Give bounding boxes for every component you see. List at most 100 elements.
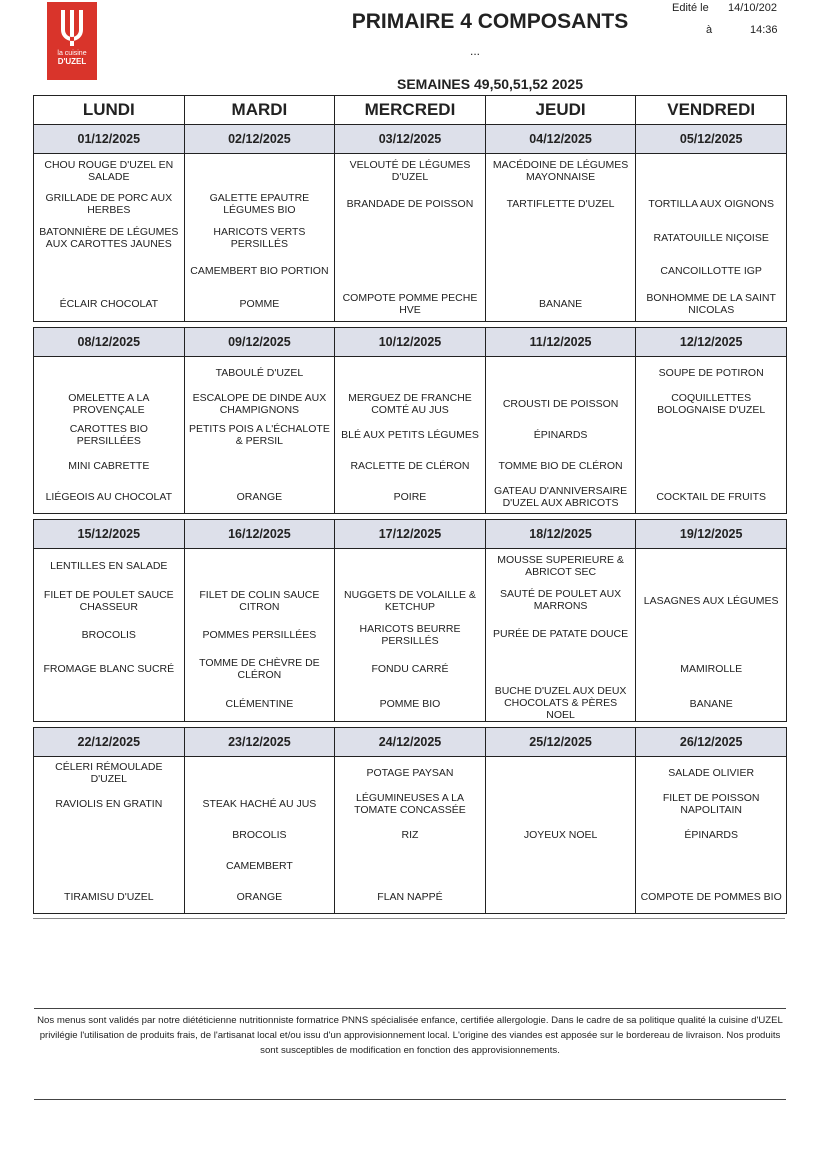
- date: 10/12/2025: [335, 328, 485, 357]
- menu-item: CAROTTES BIO PERSILLÉES: [69, 423, 148, 447]
- logo-text: D'UZEL: [57, 57, 87, 66]
- empty-slot: [636, 851, 786, 882]
- empty-slot: [335, 851, 485, 882]
- edited-time: 14:36: [750, 24, 778, 36]
- dots: ...: [470, 44, 481, 58]
- day-column: 23/12/2025 STEAK HACHÉ AU JUS BROCOLIS CAME…: [183, 728, 335, 913]
- date: 03/12/2025: [335, 125, 485, 154]
- menu-item: BATONNIÈRE DE LÉGUMES AUX CAROTTES JAUNE…: [39, 225, 179, 250]
- menu-item: POMMES PERSILLÉES: [202, 629, 317, 642]
- day-column: 17/12/2025 NUGGETS DE VOLAILLE & KETCHUP H…: [334, 520, 485, 721]
- menu-item: LENTILLES EN SALADE: [50, 560, 168, 573]
- menu-item: CROUSTI DE POISSON: [502, 397, 619, 410]
- day-name: MARDI: [183, 96, 335, 124]
- menu-item: FROMAGE BLANC SUCRÉ: [43, 663, 175, 676]
- menu-item: FILET DE POULET SAUCE CHASSEUR: [43, 588, 174, 613]
- menu-item: POMME BIO: [379, 697, 441, 710]
- menu-item: CAMEMBERT: [225, 860, 293, 873]
- menu-item: CAMEMBERT BIO PORTION: [190, 264, 329, 277]
- empty-slot: [34, 819, 184, 850]
- date: 25/12/2025: [485, 728, 636, 757]
- menu-item: FILET DE POISSON NAPOLITAIN: [662, 791, 760, 816]
- menu-item: TOMME DE CHÈVRE DE CLÉRON: [199, 657, 320, 682]
- day-column: 01/12/2025 CHOU ROUGE D'UZEL EN SALADE GRI…: [34, 125, 184, 321]
- day-name: JEUDI: [484, 96, 636, 124]
- week-block: 22/12/2025 CÉLERI RÉMOULADE D'UZEL RAVIOLI…: [33, 727, 787, 914]
- menu-item: TABOULÉ D'UZEL: [215, 366, 304, 379]
- subtitle: SEMAINES 49,50,51,52 2025: [396, 76, 583, 92]
- day-column: 16/12/2025 FILET DE COLIN SAUCE CITRON POM…: [183, 520, 335, 721]
- week-block: 08/12/2025 OMELETTE A LA PROVENÇALE CAROTT…: [33, 327, 787, 514]
- menu-item: SAUTÉ DE POULET AUX MARRONS: [499, 588, 622, 612]
- empty-slot: [34, 357, 184, 388]
- menu-item: COQUILLETTES BOLOGNAISE D'UZEL: [657, 391, 766, 416]
- rule: [33, 918, 785, 919]
- menu-item: MERGUEZ DE FRANCHE COMTÉ AU JUS: [348, 391, 472, 416]
- day-column: 19/12/2025 LASAGNES AUX LÉGUMES MAMIROLLE B…: [635, 520, 786, 721]
- menu-item: MOUSSE SUPERIEURE & ABRICOT SEC: [497, 554, 624, 578]
- empty-slot: [335, 549, 485, 583]
- menu-item: TOMME BIO DE CLÉRON: [498, 460, 623, 473]
- edited-label: Edité le: [672, 2, 709, 14]
- date: 09/12/2025: [184, 328, 335, 357]
- empty-slot: [486, 651, 636, 685]
- menu-item: ORANGE: [236, 891, 283, 904]
- empty-slot: [636, 154, 786, 187]
- menu-item: SOUPE DE POTIRON: [658, 366, 764, 379]
- menu-item: ESCALOPE DE DINDE AUX CHAMPIGNONS: [192, 391, 327, 416]
- at-label: à: [706, 24, 713, 36]
- footer: Nos menus sont validés par notre diététi…: [34, 1008, 786, 1100]
- empty-slot: [486, 254, 636, 287]
- date: 22/12/2025: [34, 728, 184, 757]
- menu-item: MAMIROLLE: [680, 663, 743, 676]
- day-header: LUNDI MARDI MERCREDI JEUDI VENDREDI: [33, 95, 787, 125]
- date: 17/12/2025: [335, 520, 485, 549]
- empty-slot: [486, 357, 636, 388]
- empty-slot: [34, 254, 184, 287]
- empty-slot: [185, 154, 335, 187]
- menu-item: CÉLERI RÉMOULADE D'UZEL: [55, 760, 163, 785]
- menu-item: ÉPINARDS: [533, 429, 588, 441]
- menu-item: FONDU CARRÉ: [371, 663, 449, 676]
- date: 15/12/2025: [34, 520, 184, 549]
- date: 01/12/2025: [34, 125, 184, 154]
- menu-item: SALADE OLIVIER: [668, 766, 755, 779]
- menu-item: BONHOMME DE LA SAINT NICOLAS: [646, 292, 776, 317]
- logo: la cuisine D'UZEL: [47, 2, 97, 80]
- menu-item: MINI CABRETTE: [68, 460, 150, 473]
- date: 26/12/2025: [636, 728, 786, 757]
- menu-item: HARICOTS BEURRE PERSILLÉS: [359, 623, 461, 648]
- menu-item: MACÉDOINE DE LÉGUMES MAYONNAISE: [492, 158, 629, 183]
- empty-slot: [34, 687, 184, 721]
- date: 18/12/2025: [485, 520, 636, 549]
- menu-item: LASAGNES AUX LÉGUMES: [643, 594, 779, 607]
- date: 11/12/2025: [485, 328, 636, 357]
- day-column: 03/12/2025 VELOUTÉ DE LÉGUMES D'UZEL BRAND…: [334, 125, 485, 321]
- day-name: LUNDI: [82, 100, 135, 119]
- empty-slot: [486, 851, 636, 882]
- menu-item: BROCOLIS: [232, 829, 287, 841]
- menu-item: TORTILLA AUX OIGNONS: [648, 198, 774, 211]
- date: 19/12/2025: [636, 520, 786, 549]
- menu-item: VELOUTÉ DE LÉGUMES D'UZEL: [349, 158, 471, 183]
- day-column: 22/12/2025 CÉLERI RÉMOULADE D'UZEL RAVIOLI…: [34, 728, 184, 913]
- date: 02/12/2025: [184, 125, 335, 154]
- menu-item: BLÉ AUX PETITS LÉGUMES: [341, 429, 479, 441]
- logo-text: la cuisine: [57, 50, 87, 57]
- empty-slot: [636, 549, 786, 583]
- empty-slot: [185, 451, 335, 482]
- menu-item: COMPOTE POMME PECHE HVE: [342, 292, 478, 317]
- date: 04/12/2025: [485, 125, 636, 154]
- menu-item: CLÉMENTINE: [225, 697, 294, 710]
- menu-item: TIRAMISU D'UZEL: [64, 891, 154, 904]
- menu-item: LÉGUMINEUSES A LA TOMATE CONCASSÉE: [354, 791, 466, 816]
- menu-item: ÉPINARDS: [684, 829, 739, 841]
- day-column: 24/12/2025 POTAGE PAYSAN LÉGUMINEUSES A LA…: [334, 728, 485, 913]
- empty-slot: [34, 851, 184, 882]
- menu-item: FLAN NAPPÉ: [377, 891, 443, 904]
- day-column: 08/12/2025 OMELETTE A LA PROVENÇALE CAROTT…: [34, 328, 184, 513]
- empty-slot: [335, 221, 485, 254]
- title: PRIMAIRE 4 COMPOSANTS: [351, 10, 629, 33]
- day-column: 11/12/2025 CROUSTI DE POISSON ÉPINARDS TOMM…: [484, 328, 636, 513]
